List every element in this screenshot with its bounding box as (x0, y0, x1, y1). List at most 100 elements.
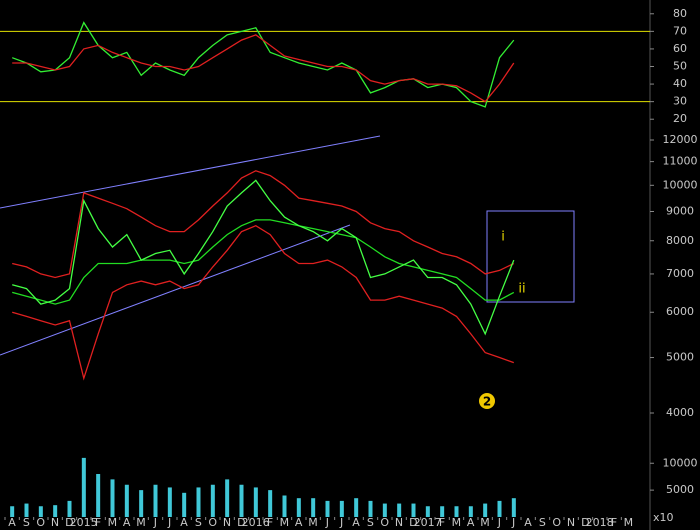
x-tick-label: M (136, 516, 146, 529)
series-line (12, 179, 515, 336)
axis-multiplier: x10 (653, 511, 674, 524)
highlight-box (486, 210, 575, 303)
volume-bar (440, 506, 445, 517)
volume-bar (368, 500, 373, 517)
x-tick-label: O (36, 516, 45, 529)
y-tick-label: 6000 (666, 305, 694, 318)
x-tick-label: F (611, 516, 617, 529)
y-tick-label: 8000 (666, 234, 694, 247)
x-tick-label: N (395, 516, 403, 529)
volume-bar (497, 500, 502, 517)
volume-bar (311, 498, 316, 517)
x-tick-label: D (65, 516, 73, 529)
x-tick-label: 2018 (586, 516, 614, 529)
volume-bar (411, 503, 416, 517)
x-tick-label: J (339, 516, 343, 529)
y-tick-label: 20 (673, 112, 687, 125)
volume-bar (382, 503, 387, 517)
series-line (12, 170, 515, 279)
volume-bar (67, 500, 72, 517)
volume-bar (239, 484, 244, 517)
volume-bar (468, 506, 473, 517)
volume-bar (210, 484, 215, 517)
x-tick-label: M (480, 516, 490, 529)
volume-bar (454, 506, 459, 517)
annotation: i (501, 230, 505, 245)
x-tick-label: A (467, 516, 475, 529)
annotation-badge (479, 393, 495, 409)
volume-bar (96, 474, 101, 517)
volume-bar (397, 503, 402, 517)
x-tick-label: J (511, 516, 515, 529)
x-tick-label: O (380, 516, 389, 529)
volume-bar (296, 498, 301, 517)
volume-bar (167, 487, 172, 517)
volume-bar (110, 479, 115, 517)
x-tick-label: 2015 (70, 516, 98, 529)
volume-bar (325, 500, 330, 517)
volume-bar (225, 479, 230, 517)
volume-bar (253, 487, 258, 517)
x-tick-label: F (439, 516, 445, 529)
x-tick-label: A (524, 516, 532, 529)
y-tick-label: 12000 (663, 133, 698, 146)
volume-bar (268, 490, 273, 517)
x-tick-label: J (497, 516, 501, 529)
volume-bar (153, 484, 158, 517)
x-tick-label: A (295, 516, 303, 529)
x-tick-label: M (308, 516, 318, 529)
x-tick-label: J (325, 516, 329, 529)
y-tick-label: 7000 (666, 267, 694, 280)
volume-bar (425, 506, 430, 517)
y-tick-label: 50 (673, 60, 687, 73)
y-tick-label: 30 (673, 95, 687, 108)
y-tick-label: 80 (673, 7, 687, 20)
y-tick-label: 4000 (666, 406, 694, 419)
x-tick-label: M (452, 516, 462, 529)
annotation: ii (518, 282, 525, 297)
x-tick-label: S (539, 516, 546, 529)
volume-bar (53, 505, 58, 517)
x-tick-label: A (352, 516, 360, 529)
x-tick-label: S (23, 516, 30, 529)
x-tick-label: S (367, 516, 374, 529)
y-tick-label: 10000 (663, 456, 698, 469)
y-tick-label: 40 (673, 77, 687, 90)
volume-bar (10, 506, 15, 517)
x-tick-label: A (123, 516, 131, 529)
trendline (0, 224, 351, 356)
x-tick-label: M (280, 516, 290, 529)
volume-bar (511, 498, 516, 517)
volume-bar (38, 506, 43, 517)
volume-bar (124, 484, 129, 517)
x-tick-label: N (567, 516, 575, 529)
volume-bar (139, 490, 144, 517)
y-tick-label: 5000 (666, 351, 694, 364)
y-tick-label: 11000 (663, 155, 698, 168)
x-tick-label: N (51, 516, 59, 529)
x-tick-label: J (153, 516, 157, 529)
x-tick-label: A (180, 516, 188, 529)
volume-bar (182, 492, 187, 517)
series-line (11, 21, 515, 108)
x-tick-label: S (195, 516, 202, 529)
x-tick-label: O (552, 516, 561, 529)
y-tick-label: 5000 (666, 483, 694, 496)
volume-bar (24, 503, 29, 517)
volume-bar (81, 457, 86, 517)
x-tick-label: D (409, 516, 417, 529)
x-tick-label: D (581, 516, 589, 529)
volume-bar (483, 503, 488, 517)
x-tick-label: 2017 (414, 516, 442, 529)
volume-bar (196, 487, 201, 517)
x-tick-label: M (624, 516, 634, 529)
y-tick-label: 9000 (666, 204, 694, 217)
series-line (12, 34, 515, 103)
x-tick-label: A (8, 516, 16, 529)
volume-bar (282, 495, 287, 517)
y-tick-label: 70 (673, 24, 687, 37)
x-tick-label: 2016 (242, 516, 270, 529)
y-tick-label: 10000 (663, 178, 698, 191)
series-line (12, 219, 515, 305)
series-line (12, 224, 515, 381)
